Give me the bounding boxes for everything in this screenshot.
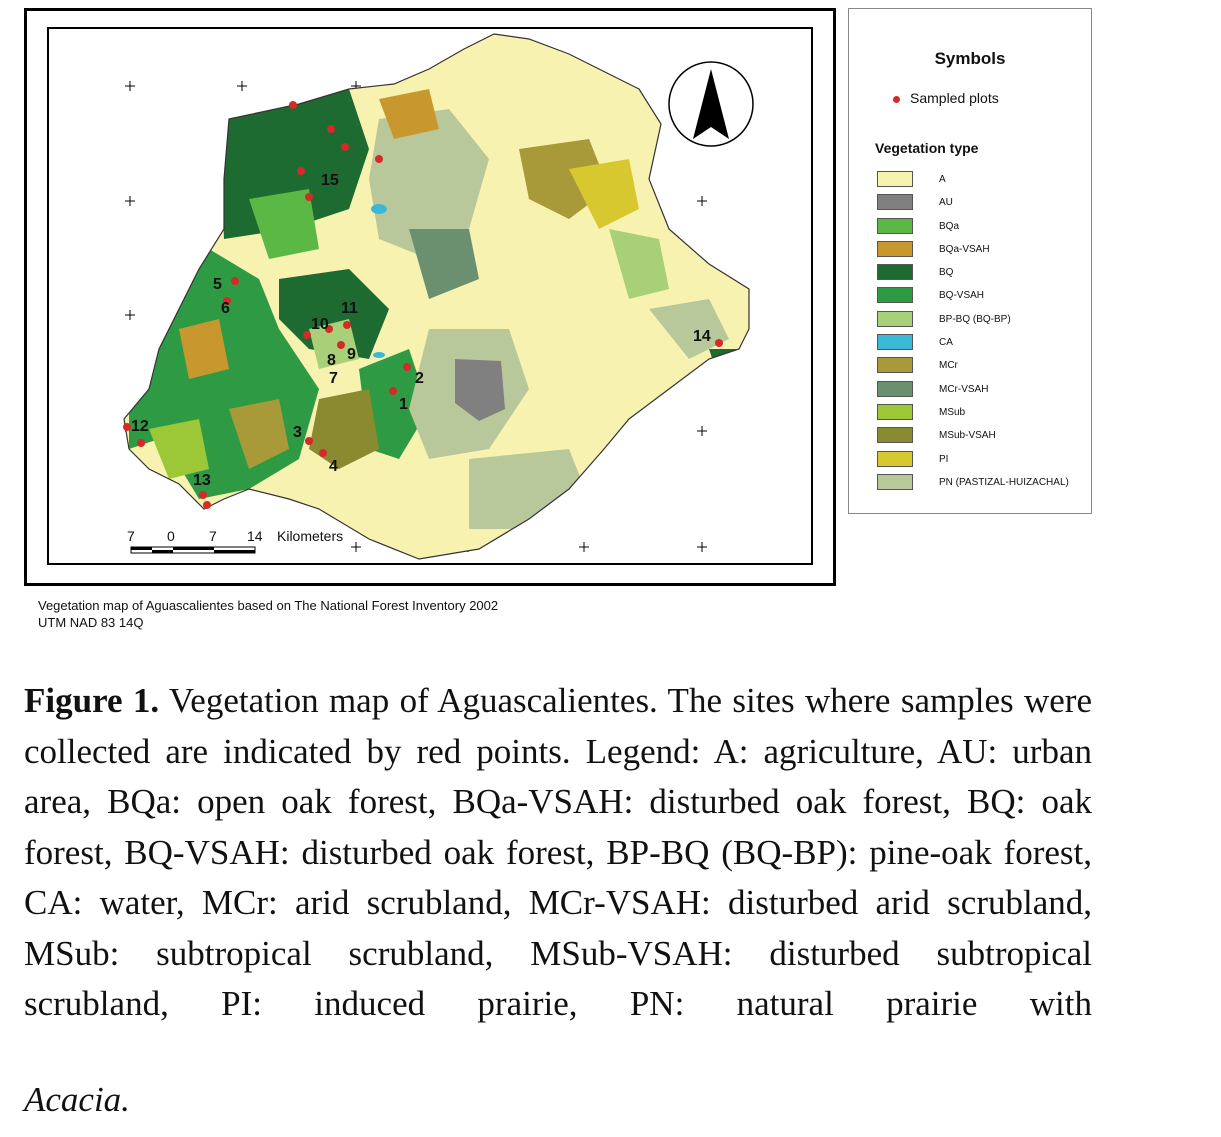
legend-code: MSub xyxy=(939,406,966,418)
legend-code: A xyxy=(939,174,946,185)
svg-text:14: 14 xyxy=(247,528,263,544)
svg-text:0: 0 xyxy=(167,528,175,544)
legend-vegetation-heading: Vegetation type xyxy=(875,140,979,156)
legend-code: CA xyxy=(939,337,953,349)
map-label: 8 xyxy=(327,352,336,369)
legend-sampled-label: Sampled plots xyxy=(910,90,999,106)
svg-text:Kilometers: Kilometers xyxy=(277,528,343,544)
vegetation-map: 15 5 6 10 11 8 9 7 2 1 3 4 12 13 14 xyxy=(123,33,754,560)
legend-swatch xyxy=(877,473,913,490)
region-labels: 15 5 6 10 11 8 9 7 2 1 3 4 12 13 14 xyxy=(131,172,711,489)
figure-caption-italic: Acacia. xyxy=(24,1080,130,1119)
legend-swatch xyxy=(877,240,913,257)
legend-code: BQa xyxy=(939,220,960,232)
legend-code: BP-BQ (BQ-BP) xyxy=(939,313,1011,325)
legend-swatch xyxy=(877,357,913,374)
legend-code: MCr xyxy=(939,360,958,372)
legend-code: MCr-VSAH xyxy=(939,383,989,395)
state-boundary xyxy=(123,33,750,560)
legend-code: BQ xyxy=(939,267,954,279)
legend-swatch xyxy=(877,427,913,444)
legend-swatch xyxy=(877,194,913,211)
legend-swatch xyxy=(877,310,913,327)
legend-title: Symbols xyxy=(934,49,1006,68)
map-label: 9 xyxy=(347,346,356,363)
map-label: 13 xyxy=(193,472,211,489)
map-label: 14 xyxy=(693,328,711,345)
map-label: 6 xyxy=(221,300,230,317)
map-caption-line: Vegetation map of Aguascalientes based o… xyxy=(38,598,499,613)
scale-bar: 7 0 7 14 Kilometers xyxy=(127,528,343,554)
svg-text:7: 7 xyxy=(127,528,135,544)
legend-swatch xyxy=(877,171,913,187)
legend-code: BQ-VSAH xyxy=(939,290,985,302)
map-label: 1 xyxy=(399,396,408,413)
sample-points xyxy=(123,101,723,509)
map-label: 10 xyxy=(311,316,329,333)
legend-swatch xyxy=(877,287,913,304)
legend-swatch xyxy=(877,403,913,420)
figure-caption: Figure 1. Vegetation map of Aguascalient… xyxy=(24,676,1092,1030)
map-caption: Vegetation map of Aguascalientes based o… xyxy=(38,597,498,631)
map-frame: 15 5 6 10 11 8 9 7 2 1 3 4 12 13 14 xyxy=(24,8,836,586)
map-label: 3 xyxy=(293,424,302,441)
figure-caption-text: Vegetation map of Aguascalientes. The si… xyxy=(24,681,1092,1023)
legend-swatch xyxy=(877,380,913,397)
svg-text:7: 7 xyxy=(209,528,217,544)
map-panel: 15 5 6 10 11 8 9 7 2 1 3 4 12 13 14 xyxy=(47,27,813,565)
legend-swatch xyxy=(877,217,913,234)
map-label: 5 xyxy=(213,276,222,293)
legend-code: MSub-VSAH xyxy=(939,430,996,442)
legend-swatch xyxy=(877,334,913,351)
legend-swatch xyxy=(877,450,913,467)
north-arrow-icon xyxy=(668,61,754,147)
map-label: 12 xyxy=(131,418,149,435)
legend-code: PI xyxy=(939,453,949,465)
map-label: 11 xyxy=(341,300,358,317)
legend-code: PN (PASTIZAL-HUIZACHAL) xyxy=(939,476,1069,488)
map-caption-line: UTM NAD 83 14Q xyxy=(38,615,144,630)
legend-code: BQa-VSAH xyxy=(939,243,990,255)
legend-swatch xyxy=(877,264,913,281)
map-label: 7 xyxy=(329,370,338,387)
map-label: 4 xyxy=(329,458,338,475)
legend-sampled-plots: Sampled plots xyxy=(893,90,999,106)
map-label: 2 xyxy=(415,370,424,387)
map-label: 15 xyxy=(321,172,339,189)
map-legend: Symbols Sampled plots Vegetation type A … xyxy=(848,8,1092,514)
figure-label: Figure 1. xyxy=(24,681,160,720)
sample-dot-icon xyxy=(893,95,900,103)
legend-code: AU xyxy=(939,197,953,209)
